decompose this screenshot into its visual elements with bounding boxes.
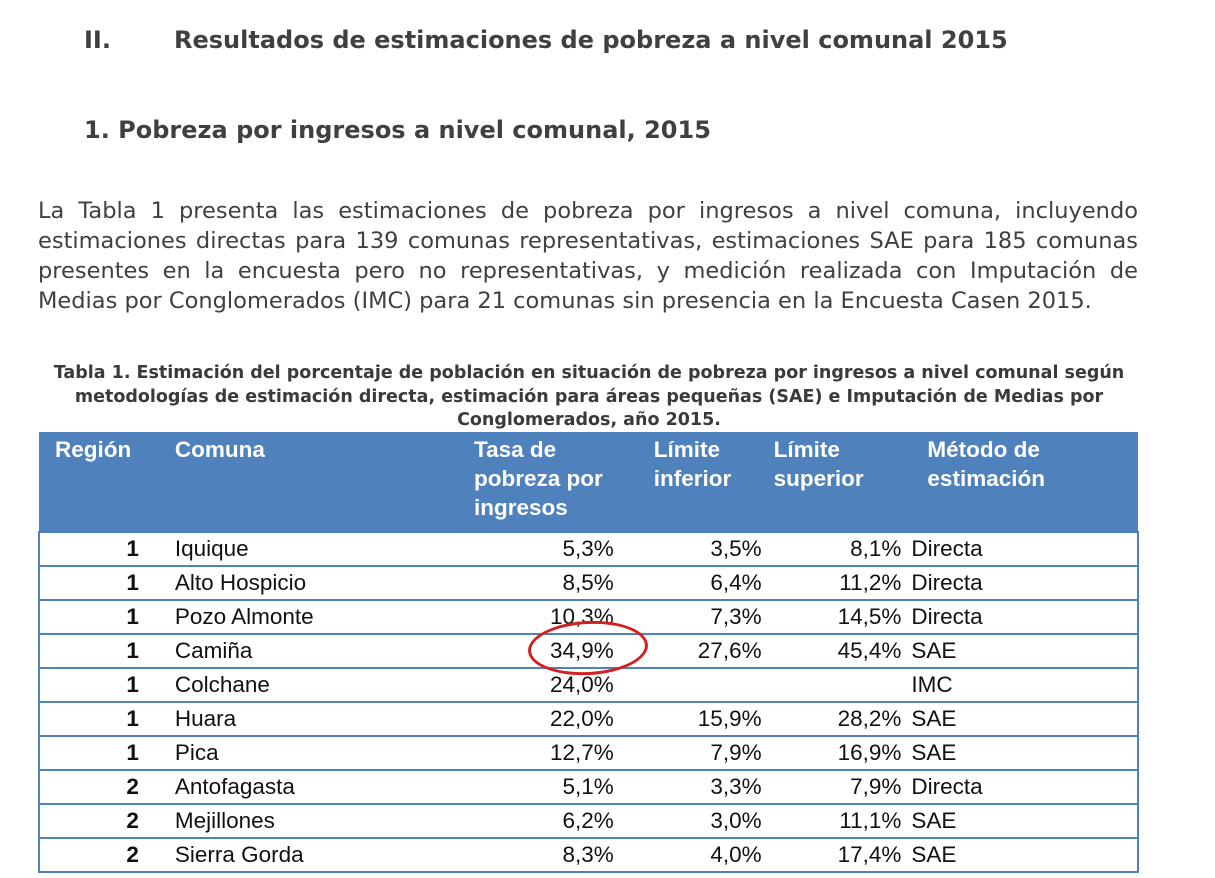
header-limite-superior: Límite superior — [773, 437, 864, 491]
limite-superior-cell: 14,5% — [837, 604, 902, 629]
table-header-row: Región Comuna Tasa de pobreza por ingres… — [39, 432, 1138, 532]
region-cell: 1 — [38, 668, 163, 702]
comuna-cell: Mejillones — [174, 808, 275, 833]
tasa-cell: 24,0% — [549, 672, 614, 697]
metodo-cell: SAE — [901, 736, 1139, 770]
limite-inferior-cell: 3,0% — [710, 808, 762, 833]
tasa-cell: 34,9% — [549, 638, 614, 663]
metodo-cell: SAE — [901, 702, 1139, 736]
limite-superior-cell — [762, 668, 902, 702]
region-cell: 1 — [38, 531, 163, 566]
section-title: Resultados de estimaciones de pobreza a … — [174, 26, 1008, 54]
region-cell: 1 — [38, 736, 163, 770]
tasa-cell: 12,7% — [549, 740, 614, 765]
metodo-cell: IMC — [901, 668, 1139, 702]
intro-paragraph: La Tabla 1 presenta las estimaciones de … — [38, 198, 1138, 314]
limite-inferior-cell: 7,3% — [710, 604, 762, 629]
limite-superior-cell: 17,4% — [837, 842, 902, 867]
comuna-cell: Iquique — [162, 531, 463, 566]
metodo-cell: Directa — [901, 531, 1139, 566]
table-row: 1 Camiña 34,9% 27,6% 45,4% SAE — [38, 634, 1139, 668]
region-cell: 1 — [38, 702, 163, 736]
section-number: II. — [84, 26, 111, 54]
comuna-cell: Alto Hospicio — [174, 570, 307, 595]
region-cell: 1 — [38, 566, 163, 600]
tasa-cell: 8,5% — [562, 570, 614, 595]
table-body: 1 Iquique 5,3% 3,5% 8,1% Directa 1 Alto Hospici… — [38, 531, 1139, 872]
region-cell: 1 — [38, 600, 163, 634]
region-cell: 2 — [38, 838, 163, 872]
table-row: 1 Pica 12,7% 7,9% 16,9% SAE — [38, 736, 1139, 770]
metodo-cell: SAE — [901, 804, 1139, 838]
limite-inferior-cell: 3,5% — [641, 531, 762, 566]
subsection-heading: 1. Pobreza por ingresos a nivel comunal,… — [84, 116, 711, 144]
limite-inferior-cell: 7,9% — [710, 740, 762, 765]
comuna-cell: Pica — [174, 740, 219, 765]
limite-inferior-cell — [642, 668, 762, 702]
table-row: 2 Antofagasta 5,1% 3,3% 7,9% Directa — [38, 770, 1139, 804]
metodo-cell: SAE — [901, 838, 1139, 872]
table-row: 1 Pozo Almonte 10,3% 7,3% 14,5% Directa — [38, 600, 1139, 634]
metodo-cell: SAE — [901, 634, 1139, 668]
poverty-table: Región Comuna Tasa de pobreza por ingres… — [38, 432, 1139, 873]
header-tasa: Tasa de pobreza por ingresos — [474, 437, 603, 520]
metodo-cell: Directa — [901, 600, 1139, 634]
table-row: 2 Mejillones 6,2% 3,0% 11,1% SAE — [38, 804, 1139, 838]
limite-inferior-cell: 15,9% — [697, 706, 762, 731]
table-row: 1 Alto Hospicio 8,5% 6,4% 11,2% Directa — [38, 566, 1139, 600]
comuna-cell: Huara — [174, 706, 237, 731]
section-heading: II. Resultados de estimaciones de pobreza… — [84, 26, 1008, 54]
limite-inferior-cell: 4,0% — [710, 842, 762, 867]
metodo-cell: Directa — [901, 770, 1139, 804]
tasa-cell: 8,3% — [562, 842, 614, 867]
table-caption: Tabla 1. Estimación del porcentaje de po… — [53, 363, 1125, 430]
metodo-cell: Directa — [901, 566, 1139, 600]
limite-superior-cell: 11,1% — [839, 808, 902, 833]
limite-superior-cell: 11,2% — [839, 570, 902, 595]
limite-superior-cell: 28,2% — [837, 706, 902, 731]
tasa-cell: 10,3% — [549, 604, 614, 629]
header-region: Región — [55, 437, 132, 462]
comuna-cell: Sierra Gorda — [174, 842, 304, 867]
limite-superior-cell: 45,4% — [837, 638, 902, 663]
limite-superior-cell: 16,9% — [837, 740, 902, 765]
region-cell: 2 — [38, 770, 163, 804]
table-row: 2 Sierra Gorda 8,3% 4,0% 17,4% SAE — [38, 838, 1139, 872]
header-comuna: Comuna — [174, 437, 265, 462]
header-limite-inferior: Límite inferior — [653, 437, 732, 491]
header-metodo: Método de estimación — [927, 437, 1045, 491]
comuna-cell: Antofagasta — [174, 774, 295, 799]
table-row: 1 Huara 22,0% 15,9% 28,2% SAE — [38, 702, 1139, 736]
limite-inferior-cell: 27,6% — [697, 638, 762, 663]
tasa-cell: 6,2% — [562, 808, 614, 833]
region-cell: 1 — [38, 634, 163, 668]
table-row: 1 Colchane 24,0% IMC — [38, 668, 1139, 702]
tasa-cell: 5,3% — [462, 531, 642, 566]
comuna-cell: Camiña — [174, 638, 253, 663]
comuna-cell: Pozo Almonte — [174, 604, 314, 629]
comuna-cell: Colchane — [174, 672, 270, 697]
tasa-cell: 22,0% — [549, 706, 614, 731]
limite-inferior-cell: 6,4% — [710, 570, 762, 595]
region-cell: 2 — [38, 804, 163, 838]
tasa-cell: 5,1% — [562, 774, 614, 799]
limite-superior-cell: 8,1% — [761, 531, 902, 566]
table-row: 1 Iquique 5,3% 3,5% 8,1% Directa — [38, 531, 1139, 566]
limite-superior-cell: 7,9% — [850, 774, 902, 799]
limite-inferior-cell: 3,3% — [710, 774, 762, 799]
